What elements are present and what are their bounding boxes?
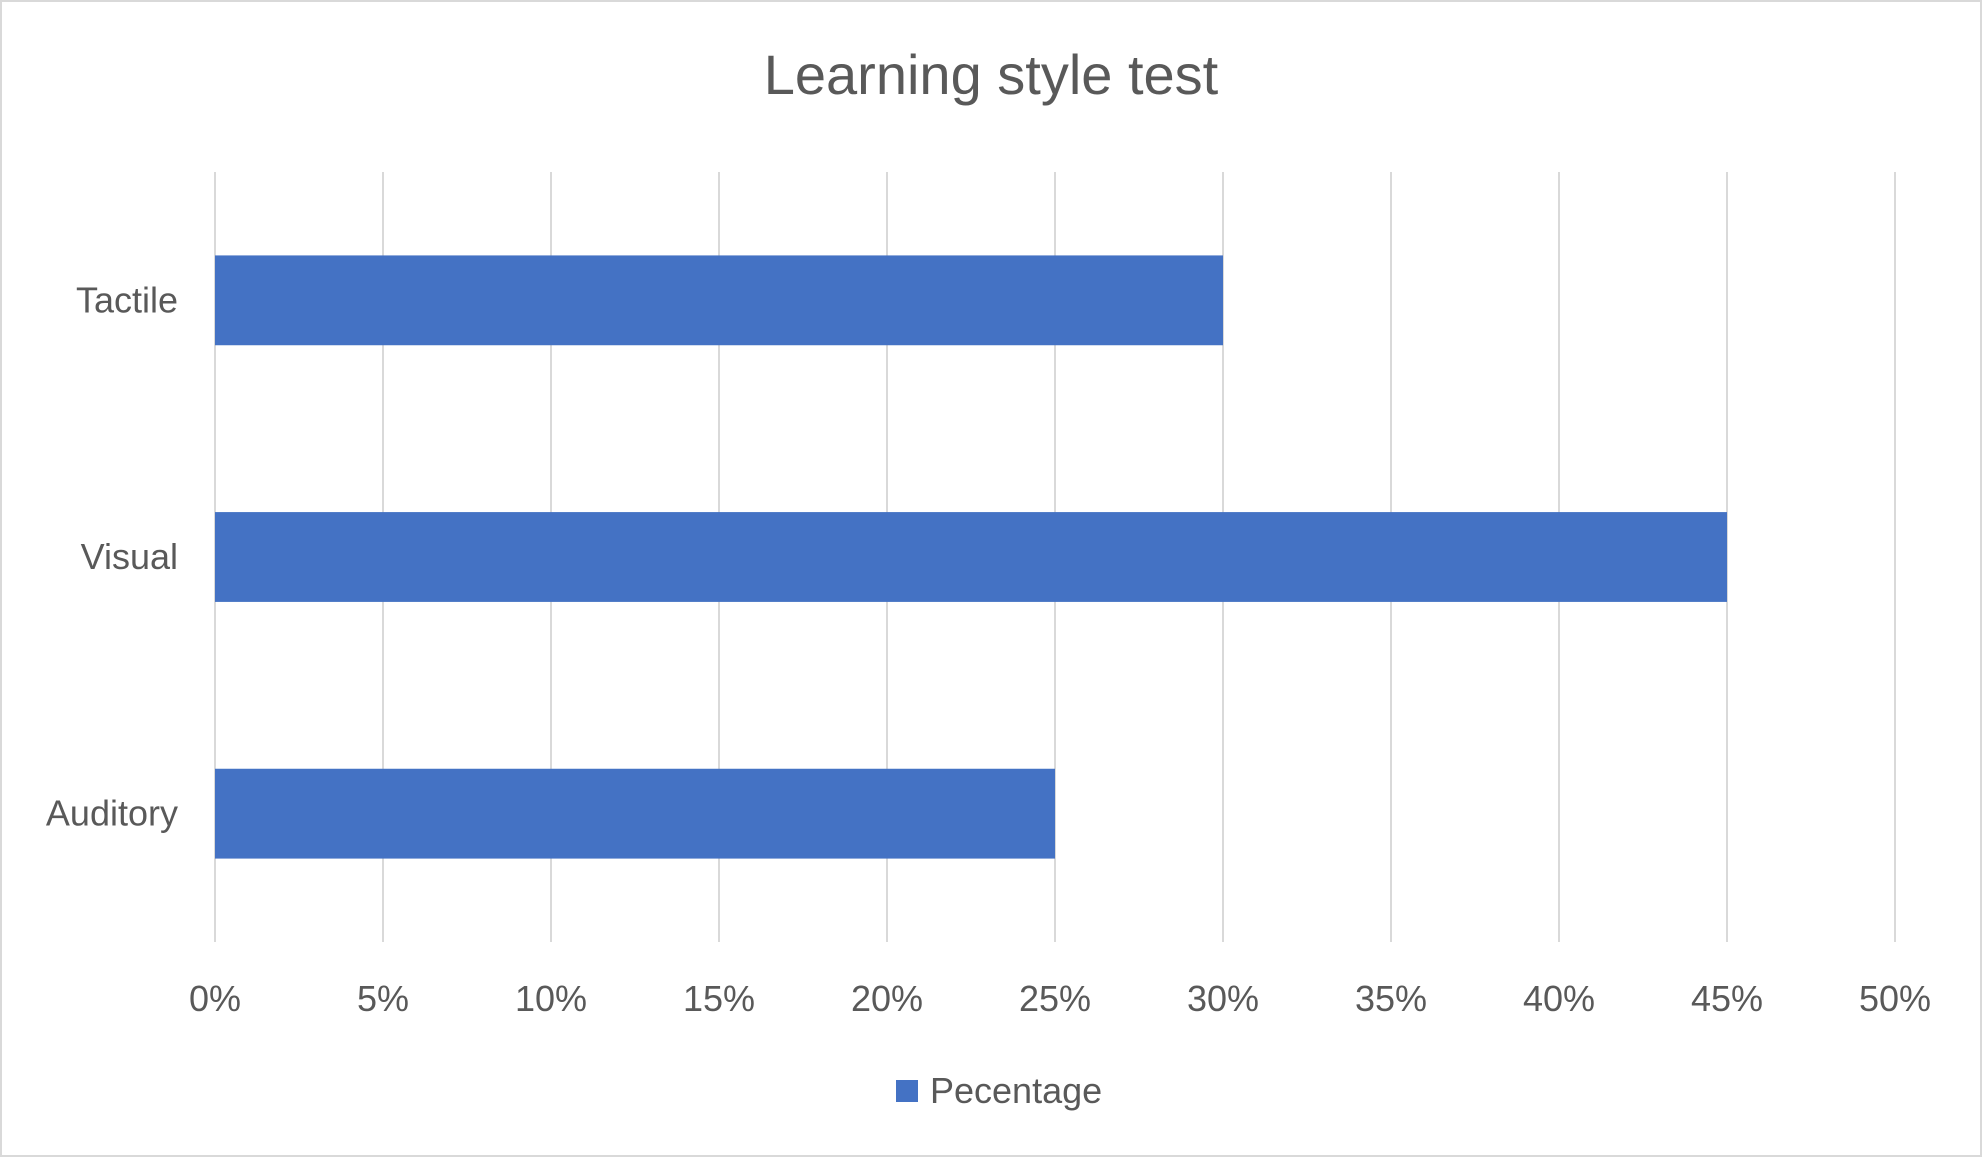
- y-category-label-auditory: Auditory: [46, 793, 178, 834]
- y-category-label-tactile: Tactile: [76, 279, 178, 320]
- chart-title: Learning style test: [764, 43, 1219, 106]
- bar-auditory: [215, 768, 1055, 859]
- x-tick-label-6: 30%: [1187, 978, 1259, 1019]
- x-tick-label-3: 15%: [683, 978, 755, 1019]
- x-tick-label-0: 0%: [189, 978, 241, 1019]
- x-axis-tick-labels: 0% 5% 10% 15% 20% 25% 30% 35% 40% 45% 50%: [189, 978, 1931, 1019]
- bar-tactile: [215, 255, 1223, 346]
- legend: Pecentage: [896, 1070, 1102, 1111]
- x-tick-label-4: 20%: [851, 978, 923, 1019]
- x-tick-label-1: 5%: [357, 978, 409, 1019]
- bars: [215, 255, 1727, 859]
- x-tick-label-5: 25%: [1019, 978, 1091, 1019]
- x-tick-label-10: 50%: [1859, 978, 1931, 1019]
- x-tick-label-9: 45%: [1691, 978, 1763, 1019]
- bar-visual: [215, 512, 1727, 602]
- y-axis-category-labels: Auditory Visual Tactile: [46, 279, 178, 833]
- y-category-label-visual: Visual: [81, 536, 178, 577]
- legend-swatch: [896, 1080, 918, 1102]
- x-tick-label-2: 10%: [515, 978, 587, 1019]
- legend-label: Pecentage: [930, 1070, 1102, 1111]
- x-tick-label-7: 35%: [1355, 978, 1427, 1019]
- x-tick-label-8: 40%: [1523, 978, 1595, 1019]
